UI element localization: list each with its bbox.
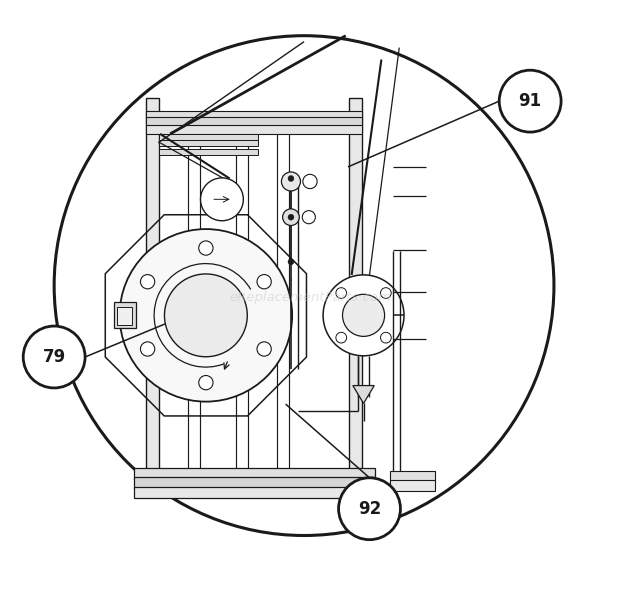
Bar xyxy=(159,149,258,155)
Circle shape xyxy=(257,274,272,289)
Circle shape xyxy=(283,209,299,226)
Bar xyxy=(135,468,376,479)
Bar xyxy=(391,471,435,482)
Circle shape xyxy=(342,295,384,336)
Circle shape xyxy=(303,211,316,224)
Bar xyxy=(146,98,159,491)
Bar xyxy=(135,477,376,488)
Circle shape xyxy=(200,178,244,221)
Circle shape xyxy=(199,375,213,390)
Bar xyxy=(146,125,361,134)
Circle shape xyxy=(288,176,294,181)
Circle shape xyxy=(288,259,294,265)
Circle shape xyxy=(54,36,554,536)
Bar xyxy=(135,487,376,498)
Circle shape xyxy=(141,342,155,356)
Circle shape xyxy=(303,174,317,189)
Bar xyxy=(159,134,258,140)
Bar xyxy=(159,140,258,146)
Circle shape xyxy=(120,229,292,402)
Bar xyxy=(391,480,435,491)
Bar xyxy=(113,302,136,328)
Text: 92: 92 xyxy=(358,500,381,518)
Text: 91: 91 xyxy=(518,92,542,110)
Circle shape xyxy=(381,333,391,343)
Bar xyxy=(117,307,132,325)
Text: 79: 79 xyxy=(43,348,66,366)
Circle shape xyxy=(281,172,301,191)
Bar xyxy=(146,111,361,119)
Circle shape xyxy=(164,274,247,357)
Circle shape xyxy=(499,70,561,132)
Circle shape xyxy=(23,326,85,388)
Bar xyxy=(348,98,361,491)
Polygon shape xyxy=(353,386,374,403)
Circle shape xyxy=(323,275,404,356)
Circle shape xyxy=(199,241,213,255)
Bar xyxy=(146,117,361,127)
Circle shape xyxy=(336,287,347,298)
Circle shape xyxy=(141,274,155,289)
Circle shape xyxy=(339,478,401,540)
Circle shape xyxy=(381,287,391,298)
Text: eReplacementParts.com: eReplacementParts.com xyxy=(229,291,391,304)
Circle shape xyxy=(336,333,347,343)
Circle shape xyxy=(288,214,294,220)
Circle shape xyxy=(257,342,272,356)
